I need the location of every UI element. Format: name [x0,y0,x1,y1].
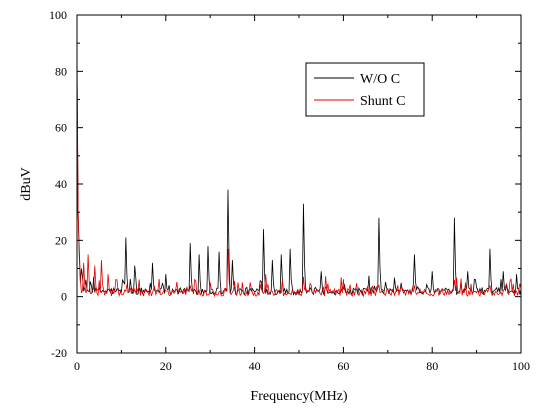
x-tick-label: 60 [337,359,349,373]
legend: W/O C Shunt C [305,62,425,117]
y-tick-label: 100 [49,8,67,22]
x-axis-label: Frequency(MHz) [250,389,348,404]
plot-frame [76,14,522,354]
y-axis-label: dBuV [19,167,34,200]
plot-layer [77,48,521,298]
axes: 0 20 40 60 80 100 -20 0 20 40 60 80 100 [49,8,530,373]
legend-box [305,62,425,117]
x-tick-label: 100 [512,359,530,373]
y-tick-label: 60 [55,121,67,135]
y-tick-label: 40 [55,177,67,191]
x-tick-label: 0 [74,359,80,373]
y-tick-label: 20 [55,233,67,247]
y-tick-label: 0 [61,290,67,304]
x-tick-label: 80 [426,359,438,373]
series-line-shunt-c [77,48,521,298]
x-tick-label: 20 [160,359,172,373]
legend-label-shunt-c: Shunt C [360,94,406,109]
y-tick-label: 80 [55,64,67,78]
x-tick-label: 40 [249,359,261,373]
y-tick-label: -20 [51,346,67,360]
series-line-w-o-c [77,71,521,296]
legend-label-w-o-c: W/O C [360,72,400,87]
